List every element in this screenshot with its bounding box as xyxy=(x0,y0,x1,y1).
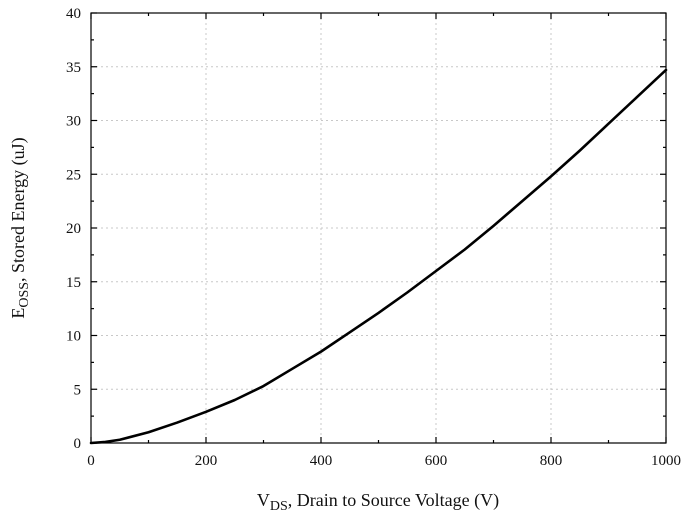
y-tick-label: 25 xyxy=(66,167,81,183)
series-layer xyxy=(89,68,668,445)
y-tick-label: 5 xyxy=(74,382,82,398)
x-tick-label: 800 xyxy=(540,453,563,469)
y-tick-label: 20 xyxy=(66,221,81,237)
series-line xyxy=(89,68,668,445)
x-tick-label: 200 xyxy=(195,453,218,469)
y-tick-label: 0 xyxy=(74,436,82,452)
x-tick-label: 400 xyxy=(310,453,333,469)
y-tick-label: 35 xyxy=(66,60,81,76)
y-tick-label: 30 xyxy=(66,114,81,130)
x-tick-label: 600 xyxy=(425,453,448,469)
x-tick-labels: 0 200 400 600 800 1000 xyxy=(87,453,681,469)
y-tick-label: 40 xyxy=(66,6,81,22)
grid xyxy=(91,13,666,443)
x-axis-title: VDS, Drain to Source Voltage (V) xyxy=(257,490,499,514)
x-tick-label: 0 xyxy=(87,453,95,469)
ticks xyxy=(90,12,667,444)
y-tick-label: 15 xyxy=(66,275,81,291)
y-axis-title: EOSS, Stored Energy (uJ) xyxy=(8,137,32,318)
x-tick-label: 1000 xyxy=(651,453,681,469)
y-tick-labels: 0 5 10 15 20 25 30 35 40 xyxy=(66,6,81,452)
y-tick-label: 10 xyxy=(66,329,81,345)
